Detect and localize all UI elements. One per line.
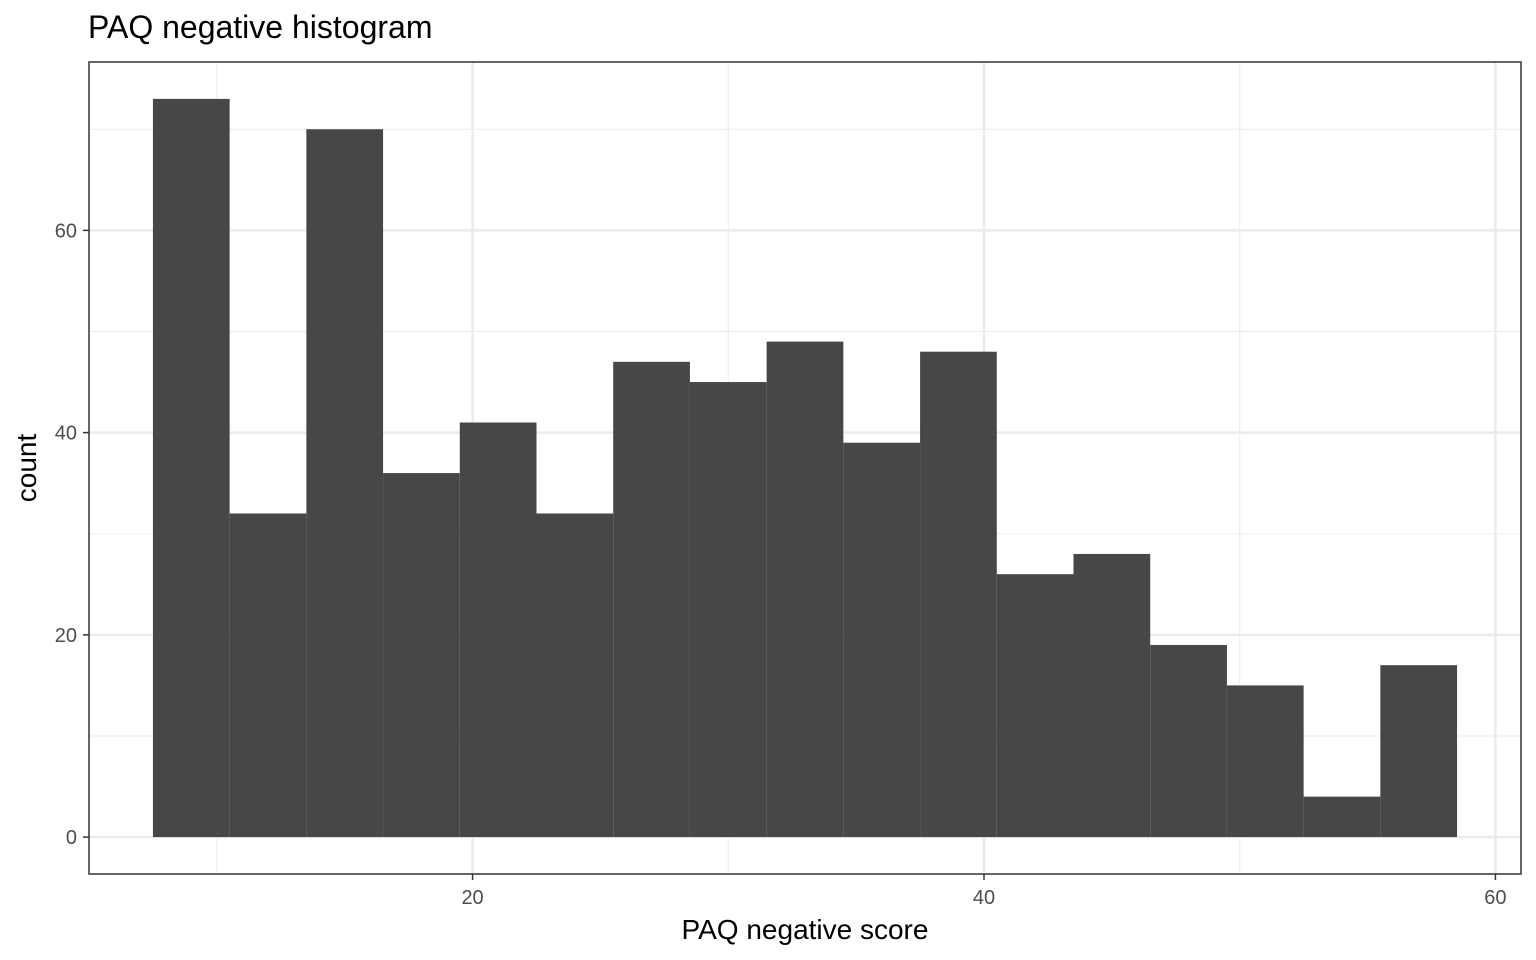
histogram-bar	[766, 341, 844, 838]
panel-border	[88, 61, 1522, 875]
histogram-bar	[920, 351, 997, 838]
y-tick-label: 40	[55, 423, 77, 445]
histogram-bar	[383, 473, 460, 838]
histogram-bar	[689, 382, 767, 838]
histogram-bar	[843, 442, 921, 838]
histogram-bar	[996, 574, 1074, 838]
x-tick-label: 20	[461, 887, 483, 909]
histogram-bars	[152, 98, 1458, 838]
y-axis-title: count	[11, 434, 42, 503]
histogram-bar	[229, 513, 307, 838]
x-axis: 20 40 60	[461, 874, 1507, 909]
histogram-bar	[1380, 665, 1458, 838]
chart-title: PAQ negative histogram	[88, 9, 432, 45]
histogram-bar	[1073, 553, 1151, 838]
histogram-bar	[306, 129, 384, 838]
histogram-bar	[1150, 644, 1227, 838]
histogram-bar	[459, 422, 537, 838]
x-axis-title: PAQ negative score	[682, 914, 929, 945]
y-tick-label: 20	[55, 625, 77, 647]
histogram-bar	[613, 361, 690, 838]
histogram-bar	[152, 98, 230, 838]
x-tick-label: 40	[973, 887, 995, 909]
y-tick-label: 0	[66, 827, 77, 849]
y-tick-label: 60	[55, 220, 77, 242]
histogram-bar	[536, 513, 614, 838]
histogram-bar	[1226, 685, 1304, 838]
histogram-bar	[1303, 796, 1381, 838]
y-axis: 0 20 40 60	[55, 220, 89, 849]
x-tick-label: 60	[1484, 887, 1506, 909]
